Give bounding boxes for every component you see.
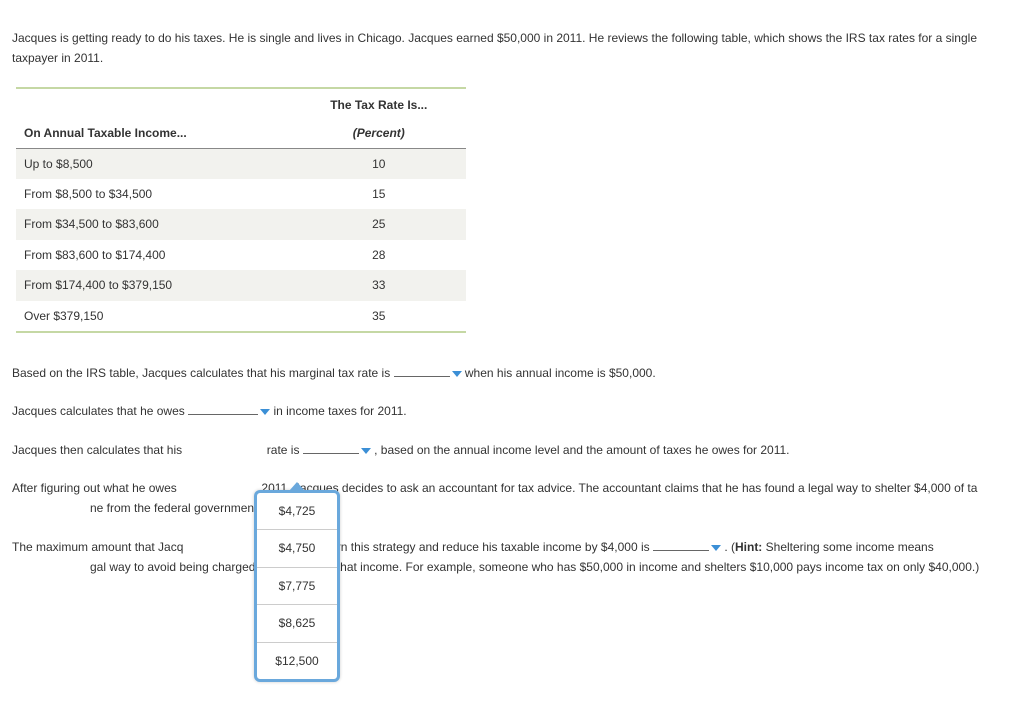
owes-dropdown[interactable]: $4,725 $4,750 $7,775 $8,625 $12,500 (254, 490, 340, 682)
q5-text-a: The maximum amount that Jacq (12, 540, 183, 554)
dropdown-option[interactable]: $8,625 (257, 605, 337, 642)
hint-label: Hint: (735, 540, 762, 554)
dropdown-option[interactable]: $7,775 (257, 568, 337, 605)
q3-blank[interactable] (303, 443, 359, 454)
chevron-down-icon[interactable] (711, 545, 721, 551)
dropdown-option[interactable]: $4,725 (257, 493, 337, 530)
q5-blank[interactable] (653, 540, 709, 551)
table-header-rate-sub: (Percent) (292, 119, 466, 148)
q2-blank[interactable] (188, 404, 258, 415)
rate-cell: 28 (292, 240, 466, 270)
table-row: From $83,600 to $174,400 28 (16, 240, 466, 270)
bracket-cell: From $34,500 to $83,600 (16, 209, 292, 239)
question-5: The maximum amount that Jacqg to pay to … (12, 537, 1012, 578)
q4-text-a: After figuring out what he owes (12, 481, 180, 495)
q4-mid: 2011, Jacques decides to ask an accounta… (258, 481, 977, 495)
bracket-cell: Up to $8,500 (16, 149, 292, 179)
rate-cell: 15 (292, 179, 466, 209)
table-row: From $174,400 to $379,150 33 (16, 270, 466, 300)
table-row: From $8,500 to $34,500 15 (16, 179, 466, 209)
question-1: Based on the IRS table, Jacques calculat… (12, 363, 1012, 383)
table-header-income: On Annual Taxable Income... (16, 119, 292, 148)
page-content: Jacques is getting ready to do his taxes… (12, 28, 1012, 578)
q1-text-a: Based on the IRS table, Jacques calculat… (12, 366, 394, 380)
bracket-cell: From $174,400 to $379,150 (16, 270, 292, 300)
rate-cell: 10 (292, 149, 466, 179)
q3-text-b: , based on the annual income level and t… (371, 443, 790, 457)
tax-table: The Tax Rate Is... On Annual Taxable Inc… (16, 87, 466, 333)
rate-cell: 25 (292, 209, 466, 239)
table-row: Over $379,150 35 (16, 301, 466, 332)
chevron-down-icon[interactable] (361, 448, 371, 454)
chevron-down-icon[interactable] (452, 371, 462, 377)
q1-text-b: when his annual income is $50,000. (462, 366, 656, 380)
table-header-rate-top: The Tax Rate Is... (292, 91, 466, 119)
q2-text-b: in income taxes for 2011. (270, 404, 407, 418)
q1-blank[interactable] (394, 366, 450, 377)
q2-text-a: Jacques calculates that he owes (12, 404, 188, 418)
q3-gap: rate is (263, 443, 302, 457)
intro-text: Jacques is getting ready to do his taxes… (12, 28, 1012, 69)
bracket-cell: From $8,500 to $34,500 (16, 179, 292, 209)
q3-text-a: Jacques then calculates that his (12, 443, 185, 457)
question-3: Jacques then calculates that his rate is… (12, 440, 1012, 460)
q4-text-b: ne from the federal government. (90, 501, 261, 515)
question-2: Jacques calculates that he owes in incom… (12, 401, 1012, 421)
bracket-cell: From $83,600 to $174,400 (16, 240, 292, 270)
rate-cell: 33 (292, 270, 466, 300)
table-row: From $34,500 to $83,600 25 (16, 209, 466, 239)
question-4: After figuring out what he owes 2011, Ja… (12, 478, 1012, 519)
dropdown-option[interactable]: $12,500 (257, 643, 337, 679)
rate-cell: 35 (292, 301, 466, 332)
bracket-cell: Over $379,150 (16, 301, 292, 332)
chevron-down-icon[interactable] (260, 409, 270, 415)
q5-text-b: Sheltering some income means (762, 540, 933, 554)
dropdown-option[interactable]: $4,750 (257, 530, 337, 567)
table-row: Up to $8,500 10 (16, 149, 466, 179)
q5-mid2: gal way to avoid being charged income ta… (90, 560, 979, 574)
table-header-empty (16, 91, 292, 119)
